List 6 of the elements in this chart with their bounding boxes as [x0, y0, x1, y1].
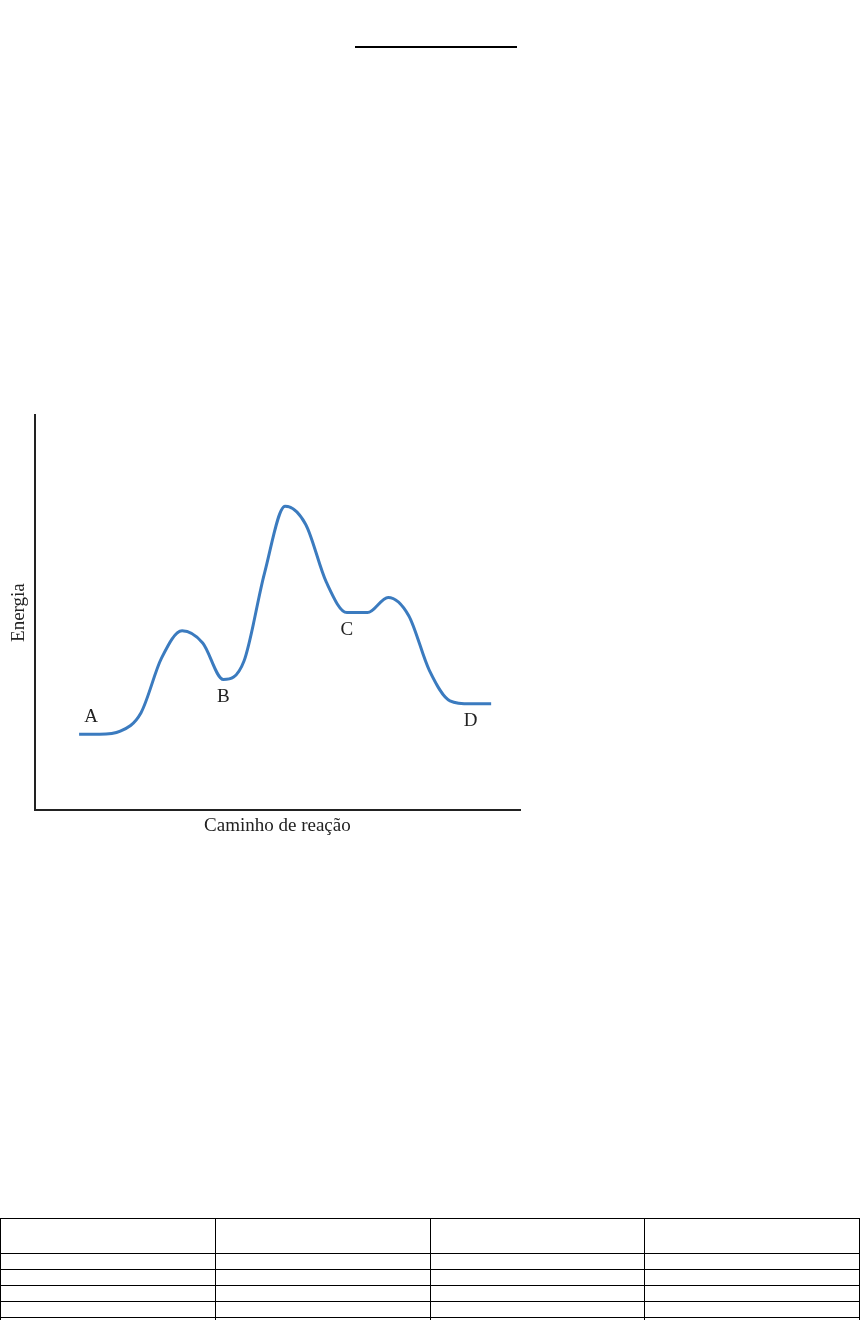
y-axis-title: Energia	[7, 582, 29, 642]
annotation: C	[340, 618, 354, 640]
annotation: A	[84, 704, 99, 726]
x-axis-title: Caminho de reação	[204, 813, 351, 835]
annotation: B	[216, 684, 230, 706]
annotation: D	[463, 709, 478, 731]
